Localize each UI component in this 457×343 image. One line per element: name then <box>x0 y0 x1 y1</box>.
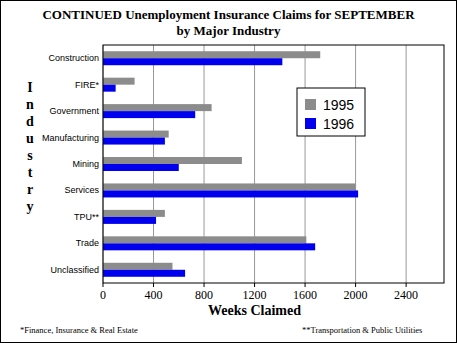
bar <box>103 85 116 92</box>
x-axis-label: Weeks Claimed <box>208 303 301 318</box>
bar <box>103 190 358 197</box>
category-label: Mining <box>72 159 99 169</box>
category-label: Services <box>64 185 99 195</box>
legend-box <box>297 88 365 136</box>
y-axis-label-char: d <box>26 114 34 129</box>
y-axis-label: Industry <box>26 80 34 214</box>
bar <box>103 131 169 138</box>
bar <box>103 58 282 65</box>
tick-label: 1600 <box>293 288 317 302</box>
legend-label: 1996 <box>323 116 354 132</box>
chart-root: CONTINUED Unemployment Insurance Claims … <box>0 0 457 343</box>
category-label: Manufacturing <box>42 133 99 143</box>
plot-frame <box>103 45 444 283</box>
tick-label: 400 <box>145 288 163 302</box>
tick-mark <box>355 283 356 287</box>
legend-label: 1995 <box>323 97 354 113</box>
bar <box>103 210 165 217</box>
category-label: FIRE* <box>75 80 100 90</box>
tick-mark <box>103 283 104 287</box>
plot-area <box>103 45 444 283</box>
bar <box>103 138 165 145</box>
bars <box>103 51 358 277</box>
outer-border <box>1 1 457 343</box>
category-label: TPU** <box>74 212 100 222</box>
grid-line <box>355 45 356 283</box>
grid-line <box>406 45 407 283</box>
category-label: Unclassified <box>50 265 99 275</box>
footnote: *Finance, Insurance & Real Estate <box>20 325 138 335</box>
legend-swatch <box>305 118 316 129</box>
category-label: Construction <box>48 53 99 63</box>
bar <box>103 164 179 171</box>
bar <box>103 263 172 270</box>
bar <box>103 183 356 190</box>
category-label: Trade <box>76 238 99 248</box>
y-axis-label-char: y <box>27 199 34 214</box>
tick-mark <box>254 283 255 287</box>
bar <box>103 104 212 111</box>
tick-label: 2400 <box>394 288 418 302</box>
chart: CONTINUED Unemployment Insurance Claims … <box>0 0 457 343</box>
category-label: Government <box>49 106 99 116</box>
bar <box>103 243 315 250</box>
title: CONTINUED Unemployment Insurance Claims … <box>42 7 415 22</box>
bar <box>103 236 306 243</box>
y-axis-label-char: I <box>27 80 32 95</box>
legend: 1995 1996 <box>297 88 365 136</box>
y-axis-label-char: s <box>27 148 33 163</box>
footnote: **Transportation & Public Utilities <box>302 325 422 335</box>
y-axis-label-char: r <box>27 182 33 197</box>
tick-mark <box>153 283 154 287</box>
tick-label: 2000 <box>344 288 368 302</box>
tick-mark <box>204 283 205 287</box>
bar <box>103 217 156 224</box>
bar <box>103 157 242 164</box>
legend-swatch <box>305 99 316 110</box>
subtitle: by Major Industry <box>177 23 281 38</box>
bar <box>103 51 320 58</box>
tick-mark <box>305 283 306 287</box>
tick-label: 0 <box>100 288 106 302</box>
bar <box>103 270 185 277</box>
y-axis-label-char: u <box>26 131 34 146</box>
tick-mark <box>406 283 407 287</box>
bar <box>103 78 135 85</box>
tick-label: 800 <box>195 288 213 302</box>
tick-label: 1200 <box>243 288 267 302</box>
bar <box>103 111 195 118</box>
y-axis-label-char: t <box>28 165 33 180</box>
y-axis-label-char: n <box>26 97 34 112</box>
